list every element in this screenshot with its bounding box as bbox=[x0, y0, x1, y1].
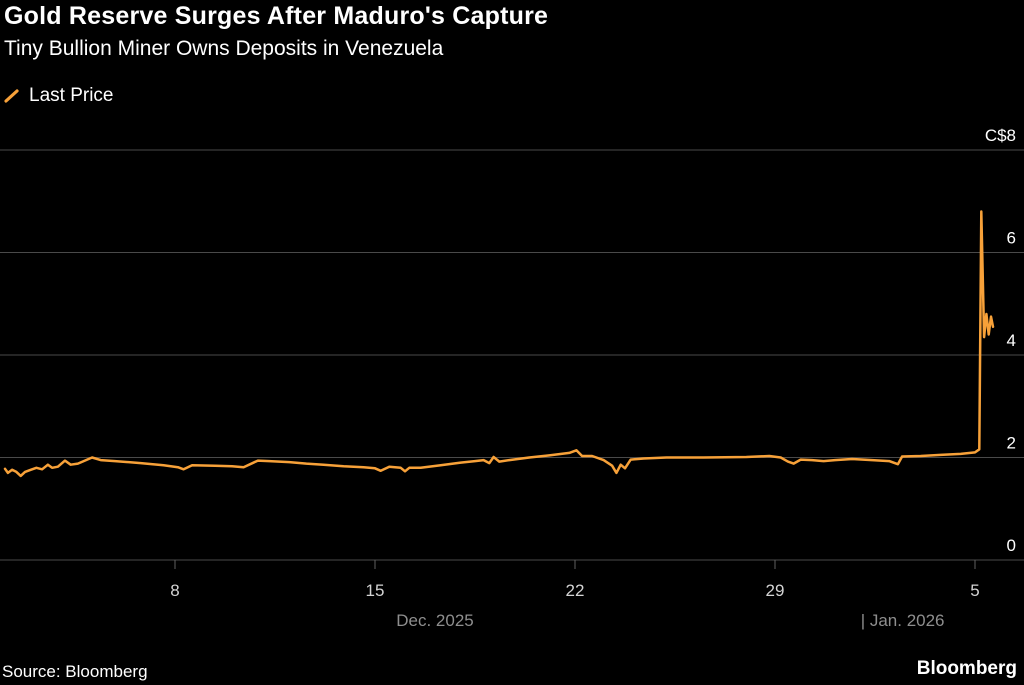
chart-title: Gold Reserve Surges After Maduro's Captu… bbox=[4, 2, 549, 30]
legend: Last Price bbox=[4, 85, 113, 107]
x-axis-label: 29 bbox=[766, 581, 785, 600]
y-axis-label: 4 bbox=[1007, 331, 1016, 350]
y-axis-label: 2 bbox=[1007, 434, 1016, 453]
source-credit: Source: Bloomberg bbox=[2, 662, 148, 681]
y-axis-label: 0 bbox=[1007, 536, 1016, 555]
month-label: | Jan. 2026 bbox=[861, 611, 945, 630]
x-axis-label: 8 bbox=[170, 581, 179, 600]
chart-subtitle: Tiny Bullion Miner Owns Deposits in Vene… bbox=[4, 37, 444, 60]
last-price-line bbox=[3, 210, 995, 478]
bloomberg-logo: Bloomberg bbox=[916, 658, 1017, 679]
legend-line-icon bbox=[4, 89, 19, 103]
y-axis-label: C$8 bbox=[985, 126, 1016, 145]
x-axis-label: 15 bbox=[366, 581, 385, 600]
y-axis-label: 6 bbox=[1007, 229, 1016, 248]
legend-label: Last Price bbox=[29, 85, 114, 106]
x-axis-label: 5 bbox=[970, 581, 979, 600]
month-label: Dec. 2025 bbox=[396, 611, 474, 630]
x-axis-label: 22 bbox=[566, 581, 585, 600]
